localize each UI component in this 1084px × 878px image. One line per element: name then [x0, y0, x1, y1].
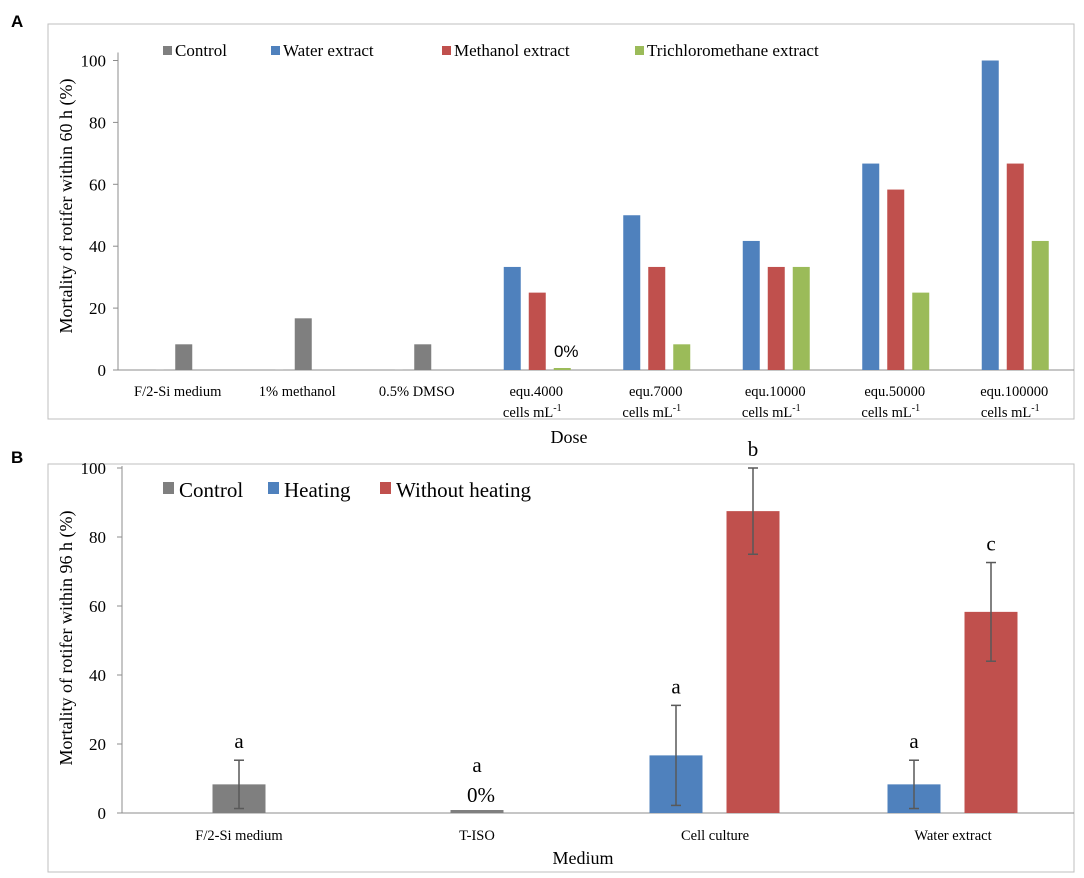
- bar-trichloromethane-extract: [792, 266, 810, 370]
- bar-trichloromethane-extract: [1031, 240, 1049, 370]
- x-category-label: equ.50000: [864, 384, 925, 400]
- significance-letter: a: [234, 729, 244, 753]
- unit-text: cells mL: [981, 405, 1031, 421]
- y-tick-label: 40: [89, 237, 106, 256]
- panel-a-frame: [47, 23, 1075, 420]
- panel-b-frame: [47, 463, 1075, 873]
- panel-b-legend: Control Heating Without heating: [163, 478, 532, 502]
- x-axis-title: Dose: [551, 427, 588, 447]
- unit-superscript: -1: [553, 403, 561, 414]
- legend-swatch: [163, 46, 172, 55]
- bar-control: [294, 318, 312, 370]
- bar-control: [414, 344, 432, 370]
- legend-swatch: [163, 482, 174, 494]
- unit-superscript: -1: [673, 403, 681, 414]
- legend-swatch: [380, 482, 391, 494]
- bar-control: [175, 344, 193, 370]
- x-category-unit: cells mL-1: [981, 403, 1040, 421]
- y-axis-title: Mortality of rotifer within 96 h (%): [56, 511, 77, 766]
- x-category-unit: cells mL-1: [622, 403, 681, 421]
- x-category-label: F/2-Si medium: [195, 828, 283, 844]
- x-category-unit: cells mL-1: [861, 403, 920, 421]
- zero-percent-label: 0%: [554, 342, 579, 361]
- panel-a-letter: A: [11, 12, 23, 31]
- unit-text: cells mL: [742, 405, 792, 421]
- legend-swatch: [442, 46, 451, 55]
- panel-a-chart: A 0 20 40 60 80 100 0% F/2-Si medium 1% methanol 0…: [11, 12, 1075, 447]
- legend-swatch: [271, 46, 280, 55]
- panel-b-letter: B: [11, 448, 23, 467]
- legend-label: Water extract: [283, 41, 374, 60]
- significance-letter: b: [748, 437, 759, 461]
- y-tick-label: 100: [81, 52, 107, 71]
- bar-water-extract: [623, 215, 641, 370]
- y-axis-title: Mortality of rotifer within 60 h (%): [56, 79, 77, 334]
- significance-letter: a: [909, 729, 919, 753]
- x-category-label: equ.100000: [980, 384, 1048, 400]
- legend-label: Control: [175, 41, 227, 60]
- bar-trichloromethane-extract: [553, 368, 571, 370]
- bar-methanol-extract: [528, 292, 546, 370]
- legend-label: Trichloromethane extract: [647, 41, 819, 60]
- y-tick-label: 0: [98, 804, 107, 823]
- x-category-label: equ.10000: [745, 384, 806, 400]
- bar-trichloromethane-extract: [673, 344, 691, 370]
- y-tick-label: 20: [89, 299, 106, 318]
- y-tick-label: 40: [89, 666, 106, 685]
- x-category-label: Water extract: [914, 828, 991, 844]
- legend-swatch: [268, 482, 279, 494]
- x-category-unit: cells mL-1: [742, 403, 801, 421]
- y-tick-label: 20: [89, 735, 106, 754]
- y-tick-label: 60: [89, 175, 106, 194]
- x-category-label: 0.5% DMSO: [379, 384, 455, 400]
- bar-control: [450, 810, 504, 813]
- x-category-label: equ.7000: [629, 384, 683, 400]
- unit-text: cells mL: [503, 405, 553, 421]
- legend-label: Without heating: [396, 478, 532, 502]
- unit-text: cells mL: [861, 405, 911, 421]
- legend-swatch: [635, 46, 644, 55]
- bar-trichloromethane-extract: [912, 292, 930, 370]
- unit-superscript: -1: [1031, 403, 1039, 414]
- x-category-label: 1% methanol: [259, 384, 336, 400]
- bar-methanol-extract: [767, 266, 785, 370]
- x-category-label: F/2-Si medium: [134, 384, 222, 400]
- unit-text: cells mL: [622, 405, 672, 421]
- x-category-label: equ.4000: [509, 384, 563, 400]
- bar-water-extract: [981, 60, 999, 370]
- significance-letter: a: [671, 674, 681, 698]
- significance-letter: c: [986, 532, 995, 556]
- bar-methanol-extract: [887, 189, 905, 370]
- bar-without-heating: [726, 511, 780, 813]
- x-axis-title: Medium: [553, 848, 614, 868]
- panel-b-chart: B 0 20 40 60 80 100 a a a a b c 0% F/2-Si medium T-ISO C…: [11, 437, 1075, 873]
- bar-water-extract: [503, 266, 521, 370]
- legend-label: Control: [179, 478, 243, 502]
- bar-water-extract: [862, 163, 880, 370]
- legend-label: Methanol extract: [454, 41, 570, 60]
- legend-label: Heating: [284, 478, 351, 502]
- bar-water-extract: [742, 240, 760, 370]
- y-tick-label: 60: [89, 597, 106, 616]
- bar-methanol-extract: [648, 266, 666, 370]
- y-tick-label: 0: [98, 361, 107, 380]
- zero-percent-label: 0%: [467, 783, 495, 807]
- y-tick-label: 80: [89, 113, 106, 132]
- x-category-label: T-ISO: [459, 828, 495, 844]
- bar-methanol-extract: [1006, 163, 1024, 370]
- panel-a-legend: Control Water extract Methanol extract Tric…: [163, 41, 819, 60]
- x-category-unit: cells mL-1: [503, 403, 562, 421]
- x-category-label: Cell culture: [681, 828, 749, 844]
- significance-letter: a: [472, 753, 482, 777]
- unit-superscript: -1: [912, 403, 920, 414]
- unit-superscript: -1: [792, 403, 800, 414]
- y-tick-label: 100: [81, 459, 107, 478]
- y-tick-label: 80: [89, 528, 106, 547]
